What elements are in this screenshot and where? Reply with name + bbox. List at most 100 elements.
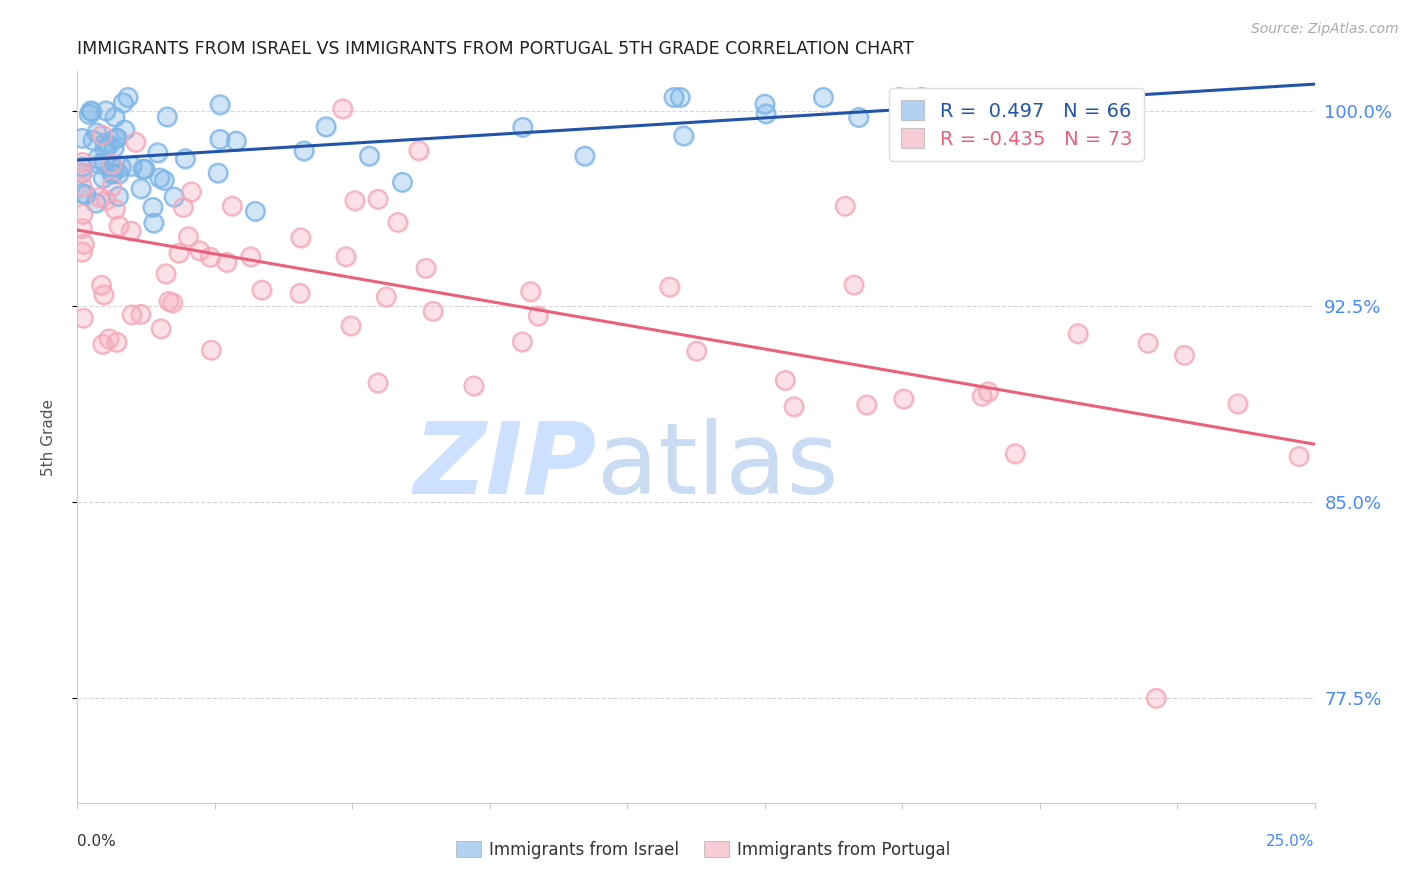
Point	[107, 167, 129, 181]
Point	[208, 132, 231, 146]
Point	[239, 250, 262, 264]
Point	[121, 308, 143, 322]
Point	[215, 255, 238, 269]
Point	[225, 134, 247, 148]
Point	[662, 90, 685, 104]
Point	[848, 111, 870, 125]
Point	[292, 144, 315, 158]
Point	[1144, 691, 1167, 706]
Point	[335, 250, 357, 264]
Point	[155, 267, 177, 281]
Point	[359, 149, 381, 163]
Point	[208, 132, 231, 146]
Point	[72, 244, 94, 259]
Point	[146, 145, 169, 160]
Point	[510, 334, 533, 349]
Point	[174, 152, 197, 166]
Point	[94, 136, 117, 150]
Point	[114, 123, 136, 137]
Point	[72, 166, 94, 180]
Point	[972, 389, 994, 403]
Point	[221, 199, 243, 213]
Point	[98, 137, 121, 152]
Point	[163, 190, 186, 204]
Point	[167, 246, 190, 260]
Point	[89, 157, 111, 171]
Point	[94, 142, 117, 156]
Point	[512, 120, 534, 135]
Point	[82, 133, 104, 147]
Point	[82, 133, 104, 147]
Point	[672, 128, 695, 143]
Point	[463, 379, 485, 393]
Point	[72, 221, 94, 235]
Point	[972, 389, 994, 403]
Point	[150, 321, 173, 335]
Point	[207, 166, 229, 180]
Point	[101, 166, 124, 180]
Point	[209, 97, 232, 112]
Point	[340, 318, 363, 333]
Point	[72, 166, 94, 180]
Point	[754, 97, 776, 112]
Point	[1226, 397, 1249, 411]
Point	[72, 131, 94, 145]
Point	[367, 376, 389, 390]
Point	[842, 277, 865, 292]
Point	[1118, 103, 1140, 118]
Point	[97, 332, 120, 346]
Point	[89, 190, 111, 204]
Point	[834, 199, 856, 213]
Point	[1288, 450, 1310, 464]
Point	[90, 278, 112, 293]
Point	[77, 107, 100, 121]
Point	[75, 187, 97, 202]
Point	[80, 104, 103, 119]
Point	[72, 160, 94, 174]
Point	[1004, 447, 1026, 461]
Point	[72, 179, 94, 194]
Point	[142, 200, 165, 214]
Point	[519, 285, 541, 299]
Point	[104, 131, 127, 145]
Point	[72, 155, 94, 169]
Point	[813, 90, 835, 104]
Point	[288, 286, 311, 301]
Point	[415, 261, 437, 276]
Point	[773, 373, 796, 387]
Point	[142, 200, 165, 214]
Point	[783, 400, 806, 414]
Point	[225, 134, 247, 148]
Point	[101, 157, 124, 171]
Point	[142, 216, 165, 230]
Point	[180, 185, 202, 199]
Legend: Immigrants from Israel, Immigrants from Portugal: Immigrants from Israel, Immigrants from …	[449, 835, 957, 866]
Point	[101, 161, 124, 176]
Point	[1144, 691, 1167, 706]
Point	[177, 229, 200, 244]
Point	[94, 103, 117, 118]
Point	[574, 149, 596, 163]
Point	[288, 286, 311, 301]
Point	[84, 196, 107, 211]
Point	[72, 244, 94, 259]
Point	[112, 95, 135, 110]
Point	[239, 250, 262, 264]
Point	[343, 194, 366, 208]
Point	[108, 219, 131, 233]
Text: atlas: atlas	[598, 417, 838, 515]
Point	[72, 207, 94, 221]
Point	[755, 106, 778, 120]
Point	[153, 173, 176, 187]
Point	[80, 103, 103, 118]
Point	[200, 343, 222, 358]
Point	[89, 190, 111, 204]
Point	[177, 229, 200, 244]
Point	[93, 287, 115, 301]
Point	[72, 179, 94, 194]
Point	[900, 112, 922, 126]
Point	[72, 155, 94, 169]
Point	[221, 199, 243, 213]
Point	[101, 161, 124, 176]
Point	[149, 170, 172, 185]
